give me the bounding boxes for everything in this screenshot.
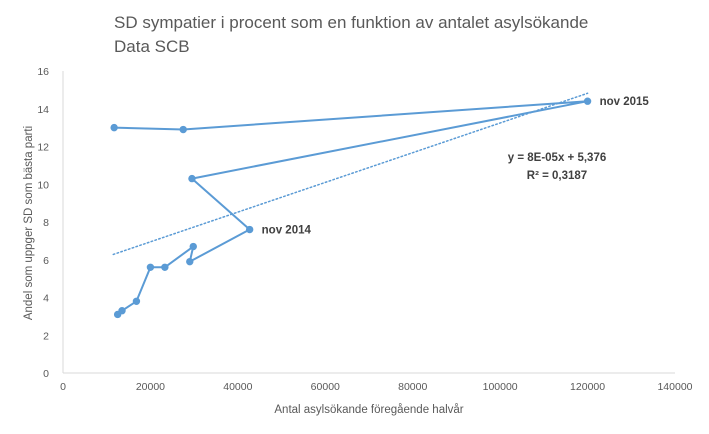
point-annotation: nov 2015 (600, 96, 650, 108)
y-axis-title: Andel som uppger SD som bästa parti (23, 126, 35, 320)
x-tick-label: 60000 (311, 381, 340, 393)
data-point (189, 242, 197, 251)
trendline (112, 92, 589, 256)
x-tick-label: 0 (60, 381, 66, 393)
annotation-layer: nov 2015 nov 2014 (262, 96, 650, 236)
y-axis: 0 2 4 6 8 10 12 14 16 (37, 66, 64, 380)
data-point (118, 307, 126, 315)
x-tick-label: 40000 (223, 381, 252, 393)
trendline-equation: y = 8E-05x + 5,376 (508, 152, 606, 164)
data-point (186, 257, 194, 266)
data-point (188, 174, 196, 183)
y-tick-label: 12 (37, 142, 49, 154)
data-point (132, 297, 141, 305)
point-annotation: nov 2014 (262, 225, 312, 237)
x-axis-title: Antal asylsökande föregående halvår (274, 404, 463, 416)
y-tick-label: 0 (43, 368, 49, 380)
trendline-r-squared: R² = 0,3187 (527, 170, 587, 182)
y-tick-label: 2 (43, 330, 49, 342)
y-tick-label: 14 (37, 104, 49, 116)
chart-subtitle: Data SCB (114, 37, 190, 56)
data-point (583, 97, 592, 105)
y-tick-label: 4 (43, 293, 49, 305)
y-tick-label: 16 (37, 66, 49, 78)
x-tick-label: 120000 (570, 381, 605, 393)
trendline-layer (112, 92, 589, 256)
y-tick-label: 6 (43, 255, 49, 267)
x-tick-label: 140000 (657, 381, 692, 393)
data-point (146, 263, 155, 271)
data-point (245, 225, 254, 234)
chart-title: SD sympatier i procent som en funktion a… (114, 13, 588, 32)
y-tick-label: 10 (37, 179, 49, 191)
x-tick-label: 100000 (483, 381, 518, 393)
series-layer (110, 97, 592, 319)
x-tick-label: 80000 (398, 381, 427, 393)
y-tick-label: 8 (43, 217, 49, 229)
data-point (179, 125, 187, 134)
data-point (161, 263, 169, 271)
x-tick-label: 20000 (136, 381, 165, 393)
x-axis: 0 20000 40000 60000 80000 100000 120000 140000 (60, 372, 693, 393)
data-point (110, 123, 118, 132)
series-line (114, 100, 589, 316)
